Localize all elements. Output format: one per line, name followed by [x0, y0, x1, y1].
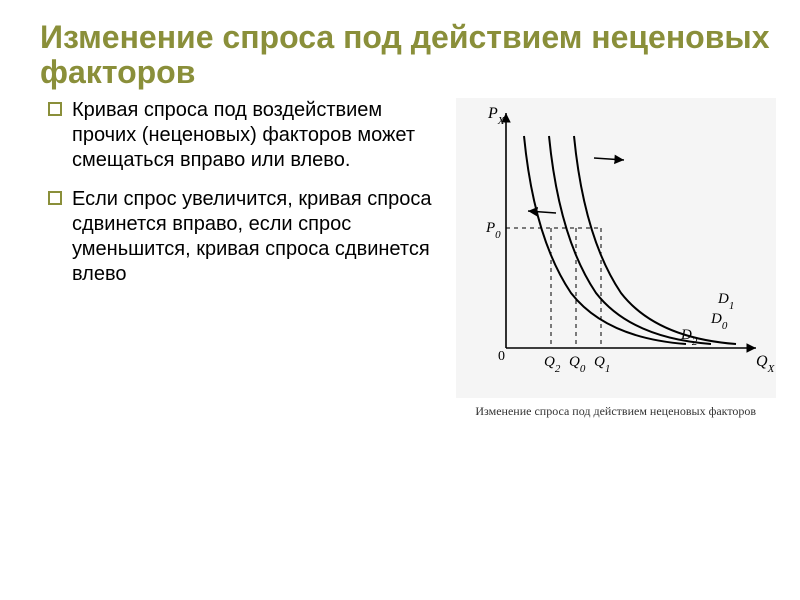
slide-title: Изменение спроса под действием неценовых… — [40, 20, 770, 90]
bullet-text: Если спрос увеличится, кривая спроса сдв… — [72, 188, 431, 285]
demand-shift-chart: PX QX 0 D1 D0 — [456, 98, 776, 398]
bullet-text: Кривая спроса под воздействием прочих (н… — [72, 99, 415, 171]
bullet-marker-icon — [48, 191, 62, 205]
chart-column: PX QX 0 D1 D0 — [452, 98, 781, 419]
slide: Изменение спроса под действием неценовых… — [0, 0, 800, 600]
text-column: Кривая спроса под воздействием прочих (н… — [40, 98, 452, 301]
chart-caption: Изменение спроса под действием неценовых… — [475, 404, 756, 419]
bullet-list: Кривая спроса под воздействием прочих (н… — [48, 98, 442, 287]
bullet-marker-icon — [48, 102, 62, 116]
list-item: Если спрос увеличится, кривая спроса сдв… — [48, 187, 442, 287]
origin-label: 0 — [498, 349, 505, 364]
list-item: Кривая спроса под воздействием прочих (н… — [48, 98, 442, 173]
body-row: Кривая спроса под воздействием прочих (н… — [40, 98, 770, 419]
